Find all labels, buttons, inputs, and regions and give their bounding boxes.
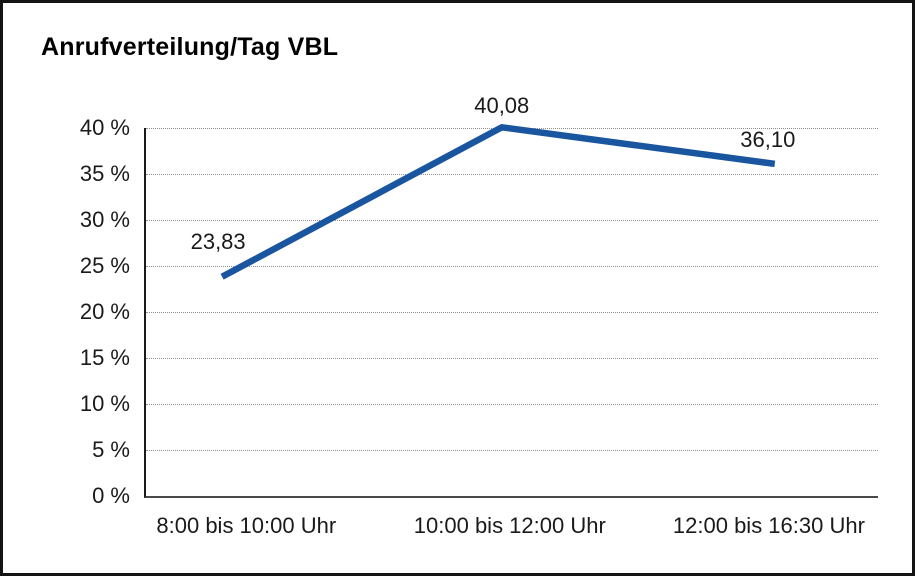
data-point-label: 36,10 — [740, 126, 796, 152]
y-axis-tick-label: 0 % — [92, 483, 130, 508]
gridline — [146, 174, 878, 175]
x-axis-category-label: 10:00 bis 12:00 Uhr — [413, 513, 606, 538]
y-axis-tick-label: 15 % — [79, 345, 130, 370]
gridline — [146, 312, 878, 313]
x-axis-category-label: 12:00 bis 16:30 Uhr — [672, 513, 865, 538]
data-point-label: 40,08 — [474, 93, 530, 119]
x-axis-category-label: 8:00 bis 10:00 Uhr — [156, 513, 337, 538]
gridline — [146, 266, 878, 267]
data-line — [220, 123, 776, 280]
gridline — [146, 358, 878, 359]
data-line-layer — [220, 123, 776, 280]
gridline — [146, 220, 878, 221]
y-axis-tick-label: 20 % — [79, 299, 130, 324]
chart-title: Anrufverteilung/Tag VBL — [41, 33, 339, 61]
y-axis-tick-label: 25 % — [79, 253, 130, 278]
y-axis-tick-label: 30 % — [79, 207, 130, 232]
gridline — [146, 450, 878, 451]
y-axis-tick-label: 35 % — [79, 161, 130, 186]
plot-area: 23,83 40,08 36,10 8:00 bis 10:00 Uhr 10:00 … — [144, 93, 878, 538]
y-axis-tick-label: 10 % — [79, 391, 130, 416]
y-axis-tick-label: 40 % — [79, 115, 130, 140]
data-point-label: 23,83 — [190, 228, 246, 254]
y-axis-tick-label: 5 % — [92, 437, 130, 462]
gridline — [146, 404, 878, 405]
